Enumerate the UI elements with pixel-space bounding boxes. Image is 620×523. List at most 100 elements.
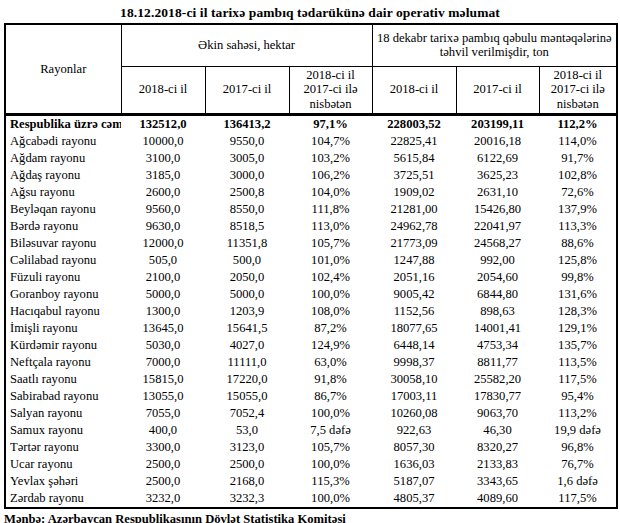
area-2018-cell: 13645,0 <box>121 320 205 337</box>
table-row: İmişli rayonu 13645,0 15641,5 87,2% 1807… <box>5 320 617 337</box>
table-row: Cəlilabad rayonu 505,0 500,0 101,0% 1247… <box>5 252 617 269</box>
tons-2017-cell: 24568,27 <box>456 235 539 252</box>
tons-2017-cell: 20016,18 <box>456 133 539 150</box>
tons-ratio-cell: 135,7% <box>539 337 617 354</box>
region-name-cell: Füzuli rayonu <box>5 269 121 286</box>
tons-ratio-cell: 113,3% <box>539 218 617 235</box>
table-row: Beyləqan rayonu 9560,0 8550,0 111,8% 212… <box>5 201 617 218</box>
report-title: 18.12.2018-ci il tarixə pambıq tədarükün… <box>0 0 620 23</box>
tons-2017-cell: 22041,97 <box>456 218 539 235</box>
area-2017-cell: 5000,0 <box>205 286 289 303</box>
column-header-2017-area: 2017-ci il <box>205 66 289 114</box>
area-ratio-cell: 87,2% <box>289 320 372 337</box>
tons-ratio-cell: 72,6% <box>539 184 617 201</box>
tons-2018-cell: 5187,07 <box>372 473 456 490</box>
area-2018-cell: 3100,0 <box>121 150 205 167</box>
tons-2018-cell: 21281,00 <box>372 201 456 218</box>
region-name-cell: Tərtər rayonu <box>5 439 121 456</box>
area-2017-cell: 500,0 <box>205 252 289 269</box>
tons-2018-cell: 228003,52 <box>372 114 456 133</box>
table-row: Füzuli rayonu 2100,0 2050,0 102,4% 2051,… <box>5 269 617 286</box>
tons-ratio-cell: 125,8% <box>539 252 617 269</box>
area-ratio-cell: 108,0% <box>289 303 372 320</box>
table-row: Ucar rayonu 2500,0 2500,0 100,0% 1636,03… <box>5 456 617 473</box>
region-name-cell: Sabirabad rayonu <box>5 388 121 405</box>
area-2017-cell: 2500,0 <box>205 456 289 473</box>
tons-ratio-cell: 128,3% <box>539 303 617 320</box>
table-row: Bərdə rayonu 9630,0 8518,5 113,0% 24962,… <box>5 218 617 235</box>
area-ratio-cell: 100,0% <box>289 490 372 508</box>
table-row: Hacıqabul rayonu 1300,0 1203,9 108,0% 11… <box>5 303 617 320</box>
tons-ratio-cell: 76,7% <box>539 456 617 473</box>
area-2018-cell: 7000,0 <box>121 354 205 371</box>
table-row: Goranboy rayonu 5000,0 5000,0 100,0% 900… <box>5 286 617 303</box>
column-header-ratio-tons: 2018-ci il 2017-ci ilə nisbətən <box>539 66 617 114</box>
tons-2018-cell: 8057,30 <box>372 439 456 456</box>
region-name-cell: Samux rayonu <box>5 422 121 439</box>
area-2017-cell: 8518,5 <box>205 218 289 235</box>
area-2018-cell: 10000,0 <box>121 133 205 150</box>
area-ratio-cell: 100,0% <box>289 456 372 473</box>
area-2018-cell: 5030,0 <box>121 337 205 354</box>
region-name-cell: Cəlilabad rayonu <box>5 252 121 269</box>
area-ratio-cell: 111,8% <box>289 201 372 218</box>
tons-2017-cell: 898,63 <box>456 303 539 320</box>
tons-2017-cell: 25582,20 <box>456 371 539 388</box>
tons-2018-cell: 22825,41 <box>372 133 456 150</box>
area-2018-cell: 2500,0 <box>121 473 205 490</box>
area-ratio-cell: 91,8% <box>289 371 372 388</box>
tons-2017-cell: 15426,80 <box>456 201 539 218</box>
tons-2018-cell: 18077,65 <box>372 320 456 337</box>
area-ratio-cell: 124,9% <box>289 337 372 354</box>
region-name-cell: Zərdab rayonu <box>5 490 121 508</box>
tons-2018-cell: 30058,10 <box>372 371 456 388</box>
column-header-2018-tons: 2018-ci il <box>372 66 456 114</box>
tons-ratio-cell: 96,8% <box>539 439 617 456</box>
table-row: Saatlı rayonu 15815,0 17220,0 91,8% 3005… <box>5 371 617 388</box>
area-2018-cell: 9560,0 <box>121 201 205 218</box>
tons-2017-cell: 6844,80 <box>456 286 539 303</box>
table-body: Respublika üzrə cəmi 132512,0 136413,2 9… <box>5 114 617 508</box>
tons-2018-cell: 3725,51 <box>372 167 456 184</box>
tons-2017-cell: 46,30 <box>456 422 539 439</box>
area-ratio-cell: 115,3% <box>289 473 372 490</box>
report-page: 18.12.2018-ci il tarixə pambıq tədarükün… <box>0 0 620 523</box>
table-row: Yevlax şəhəri 2500,0 2168,0 115,3% 5187,… <box>5 473 617 490</box>
area-2018-cell: 9630,0 <box>121 218 205 235</box>
area-ratio-cell: 100,0% <box>289 405 372 422</box>
tons-ratio-cell: 102,8% <box>539 167 617 184</box>
tons-2018-cell: 10260,08 <box>372 405 456 422</box>
tons-2018-cell: 9005,42 <box>372 286 456 303</box>
region-name-cell: Hacıqabul rayonu <box>5 303 121 320</box>
table-row: Ağsu rayonu 2600,0 2500,8 104,0% 1909,02… <box>5 184 617 201</box>
area-2018-cell: 1300,0 <box>121 303 205 320</box>
tons-2018-cell: 1909,02 <box>372 184 456 201</box>
area-2017-cell: 15055,0 <box>205 388 289 405</box>
tons-2018-cell: 1247,88 <box>372 252 456 269</box>
tons-2017-cell: 2133,83 <box>456 456 539 473</box>
tons-ratio-cell: 137,9% <box>539 201 617 218</box>
area-2018-cell: 15815,0 <box>121 371 205 388</box>
area-2017-cell: 9550,0 <box>205 133 289 150</box>
region-name-cell: Salyan rayonu <box>5 405 121 422</box>
area-2018-cell: 5000,0 <box>121 286 205 303</box>
tons-ratio-cell: 131,6% <box>539 286 617 303</box>
area-2018-cell: 505,0 <box>121 252 205 269</box>
area-ratio-cell: 105,7% <box>289 235 372 252</box>
tons-2018-cell: 2051,16 <box>372 269 456 286</box>
table-row: Kürdəmir rayonu 5030,0 4027,0 124,9% 644… <box>5 337 617 354</box>
column-group-sown-area: Əkin sahəsi, hektar <box>121 24 372 66</box>
column-header-2017-tons: 2017-ci il <box>456 66 539 114</box>
source-note: Mənbə: Azərbaycan Respublikasının Dövlət… <box>4 512 620 523</box>
area-2018-cell: 3185,0 <box>121 167 205 184</box>
area-2017-cell: 3123,0 <box>205 439 289 456</box>
area-2017-cell: 7052,4 <box>205 405 289 422</box>
area-2017-cell: 1203,9 <box>205 303 289 320</box>
tons-2018-cell: 6448,14 <box>372 337 456 354</box>
area-2017-cell: 15641,5 <box>205 320 289 337</box>
area-2017-cell: 3005,0 <box>205 150 289 167</box>
tons-2018-cell: 1152,56 <box>372 303 456 320</box>
tons-2018-cell: 9998,37 <box>372 354 456 371</box>
region-name-cell: Neftçala rayonu <box>5 354 121 371</box>
header-group-row: Rayonlar Əkin sahəsi, hektar 18 dekabr t… <box>5 24 617 66</box>
